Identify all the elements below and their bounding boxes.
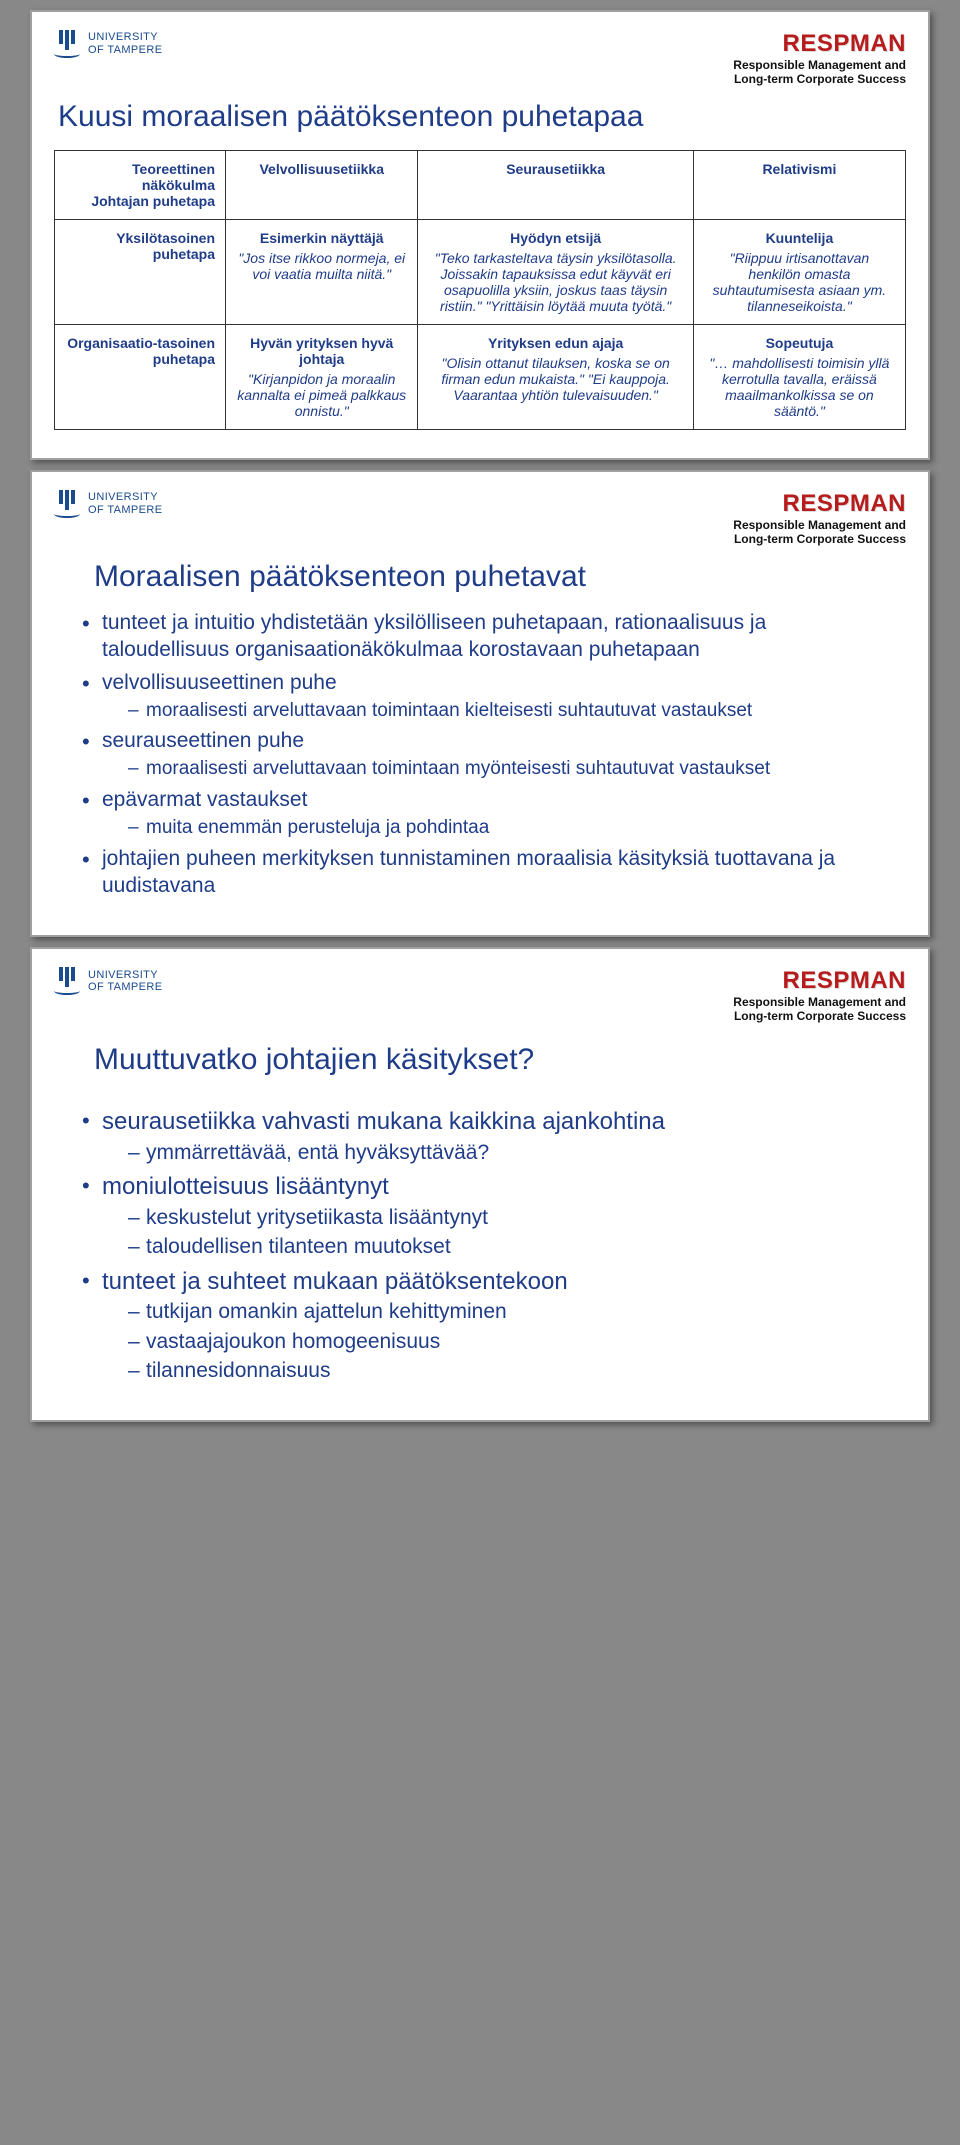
- b1: seurausetiikka vahvasti mukana kaikkina …: [102, 1108, 665, 1135]
- bullet-item: epävarmat vastaukset muita enemmän perus…: [82, 787, 898, 840]
- slide2-title: Moraalisen päätöksenteon puhetavat: [94, 560, 902, 594]
- col1-header: Velvollisuusetiikka: [226, 151, 418, 220]
- b1: tunteet ja intuitio yhdistetään yksilöll…: [102, 611, 766, 661]
- r1c3-title: Kuuntelija: [704, 230, 895, 246]
- sub-list: moraalisesti arveluttavaan toimintaan my…: [102, 755, 898, 781]
- b2: velvollisuuseettinen puhe: [102, 671, 337, 694]
- slide-header: UNIVERSITY OF TAMPERE RESPMAN Responsibl…: [54, 967, 906, 1023]
- uni-logo-text: UNIVERSITY OF TAMPERE: [88, 31, 163, 56]
- sub-list: ymmärrettävää, entä hyväksyttävää?: [102, 1138, 898, 1166]
- r1c1-title: Esimerkin näyttäjä: [236, 230, 407, 246]
- slide-3: UNIVERSITY OF TAMPERE RESPMAN Responsibl…: [30, 947, 930, 1422]
- university-logo: UNIVERSITY OF TAMPERE: [54, 967, 163, 995]
- r2c2-quote: "Olisin ottanut tilauksen, koska se on f…: [428, 355, 682, 403]
- sub-item: moraalisesti arveluttavaan toimintaan my…: [128, 757, 898, 781]
- sub-list: moraalisesti arveluttavaan toimintaan ki…: [102, 697, 898, 723]
- respman-sub1: Responsible Management and: [733, 58, 906, 72]
- r1c1-quote: "Jos itse rikkoo normeja, ei voi vaatia …: [236, 250, 407, 282]
- sub-item: vastaajajoukon homogeenisuus: [128, 1329, 898, 1355]
- slide-header: UNIVERSITY OF TAMPERE RESPMAN Responsibl…: [54, 30, 906, 86]
- uni-line2: OF TAMPERE: [88, 981, 163, 994]
- uni-logo-icon: [54, 490, 80, 518]
- uni-logo-icon: [54, 30, 80, 58]
- cell-r1c1: Esimerkin näyttäjä "Jos itse rikkoo norm…: [226, 220, 418, 325]
- slide-1: UNIVERSITY OF TAMPERE RESPMAN Responsibl…: [30, 10, 930, 460]
- cell-r2c1: Hyvän yrityksen hyvä johtaja "Kirjanpido…: [226, 325, 418, 430]
- r1c3-quote: "Riippuu irtisanottavan henkilön omasta …: [704, 250, 895, 314]
- b3: seurauseettinen puhe: [102, 729, 304, 752]
- respman-sub2: Long-term Corporate Success: [733, 72, 906, 86]
- cell-r1c2: Hyödyn etsijä "Teko tarkasteltava täysin…: [418, 220, 693, 325]
- uni-logo-text: UNIVERSITY OF TAMPERE: [88, 491, 163, 516]
- bullet-item: moniulotteisuus lisääntynyt keskustelut …: [82, 1172, 898, 1260]
- bullet-item: johtajien puheen merkityksen tunnistamin…: [82, 846, 898, 900]
- sub-list: tutkijan omankin ajattelun kehittyminen …: [102, 1297, 898, 1384]
- b4: epävarmat vastaukset: [102, 788, 307, 811]
- b2: moniulotteisuus lisääntynyt: [102, 1173, 389, 1200]
- slide1-title: Kuusi moraalisen päätöksenteon puhetapaa: [58, 100, 902, 134]
- bullet-item: velvollisuuseettinen puhe moraalisesti a…: [82, 670, 898, 723]
- cell-r2c2: Yrityksen edun ajaja "Olisin ottanut til…: [418, 325, 693, 430]
- slide2-bullets: tunteet ja intuitio yhdistetään yksilöll…: [54, 610, 906, 899]
- sub-item: keskustelut yritysetiikasta lisääntynyt: [128, 1205, 898, 1231]
- sub-list: keskustelut yritysetiikasta lisääntynyt …: [102, 1203, 898, 1261]
- r2c2-title: Yrityksen edun ajaja: [428, 335, 682, 351]
- bullet-item: tunteet ja suhteet mukaan päätöksentekoo…: [82, 1267, 898, 1384]
- b3: tunteet ja suhteet mukaan päätöksentekoo…: [102, 1268, 568, 1295]
- uni-line1: UNIVERSITY: [88, 969, 163, 982]
- col3-header: Relativismi: [693, 151, 905, 220]
- sub-item: tilannesidonnaisuus: [128, 1358, 898, 1384]
- slide-header: UNIVERSITY OF TAMPERE RESPMAN Responsibl…: [54, 490, 906, 546]
- row2-header: Organisaatio-tasoinen puhetapa: [55, 325, 226, 430]
- bullet-item: seurausetiikka vahvasti mukana kaikkina …: [82, 1107, 898, 1166]
- bullet-item: tunteet ja intuitio yhdistetään yksilöll…: [82, 610, 898, 664]
- sub-item: muita enemmän perusteluja ja pohdintaa: [128, 816, 898, 840]
- uni-logo-text: UNIVERSITY OF TAMPERE: [88, 969, 163, 994]
- respman-title: RESPMAN: [733, 967, 906, 995]
- respman-title: RESPMAN: [733, 490, 906, 518]
- respman-sub1: Responsible Management and: [733, 995, 906, 1009]
- r2c3-quote: "… mahdollisesti toimisin yllä kerrotull…: [704, 355, 895, 419]
- sub-item: moraalisesti arveluttavaan toimintaan ki…: [128, 699, 898, 723]
- sub-item: tutkijan omankin ajattelun kehittyminen: [128, 1299, 898, 1325]
- university-logo: UNIVERSITY OF TAMPERE: [54, 490, 163, 518]
- row1-header: Yksilötasoinen puhetapa: [55, 220, 226, 325]
- cell-r2c3: Sopeutuja "… mahdollisesti toimisin yllä…: [693, 325, 905, 430]
- corner-top: Teoreettinen näkökulma: [132, 161, 215, 193]
- university-logo: UNIVERSITY OF TAMPERE: [54, 30, 163, 58]
- uni-line1: UNIVERSITY: [88, 31, 163, 44]
- respman-logo: RESPMAN Responsible Management and Long-…: [733, 967, 906, 1023]
- r2c3-title: Sopeutuja: [704, 335, 895, 351]
- r1c2-quote: "Teko tarkasteltava täysin yksilötasolla…: [428, 250, 682, 314]
- uni-logo-icon: [54, 967, 80, 995]
- uni-line1: UNIVERSITY: [88, 491, 163, 504]
- moral-table: Teoreettinen näkökulma Johtajan puhetapa…: [54, 150, 906, 430]
- respman-sub2: Long-term Corporate Success: [733, 1009, 906, 1023]
- respman-logo: RESPMAN Responsible Management and Long-…: [733, 30, 906, 86]
- sub-list: muita enemmän perusteluja ja pohdintaa: [102, 814, 898, 840]
- slide3-title: Muuttuvatko johtajien käsitykset?: [94, 1043, 902, 1077]
- uni-line2: OF TAMPERE: [88, 504, 163, 517]
- slide-2: UNIVERSITY OF TAMPERE RESPMAN Responsibl…: [30, 470, 930, 937]
- corner-bottom: Johtajan puhetapa: [91, 193, 215, 209]
- b5: johtajien puheen merkityksen tunnistamin…: [102, 847, 835, 897]
- sub-item: taloudellisen tilanteen muutokset: [128, 1234, 898, 1260]
- respman-sub1: Responsible Management and: [733, 518, 906, 532]
- bullet-item: seurauseettinen puhe moraalisesti arvelu…: [82, 728, 898, 781]
- respman-sub2: Long-term Corporate Success: [733, 532, 906, 546]
- slide3-bullets: seurausetiikka vahvasti mukana kaikkina …: [54, 1107, 906, 1384]
- uni-line2: OF TAMPERE: [88, 44, 163, 57]
- cell-r1c3: Kuuntelija "Riippuu irtisanottavan henki…: [693, 220, 905, 325]
- table-corner: Teoreettinen näkökulma Johtajan puhetapa: [55, 151, 226, 220]
- respman-title: RESPMAN: [733, 30, 906, 58]
- r2c1-title: Hyvän yrityksen hyvä johtaja: [236, 335, 407, 367]
- respman-logo: RESPMAN Responsible Management and Long-…: [733, 490, 906, 546]
- r1c2-title: Hyödyn etsijä: [428, 230, 682, 246]
- sub-item: ymmärrettävää, entä hyväksyttävää?: [128, 1140, 898, 1166]
- col2-header: Seurausetiikka: [418, 151, 693, 220]
- r2c1-quote: "Kirjanpidon ja moraalin kannalta ei pim…: [236, 371, 407, 419]
